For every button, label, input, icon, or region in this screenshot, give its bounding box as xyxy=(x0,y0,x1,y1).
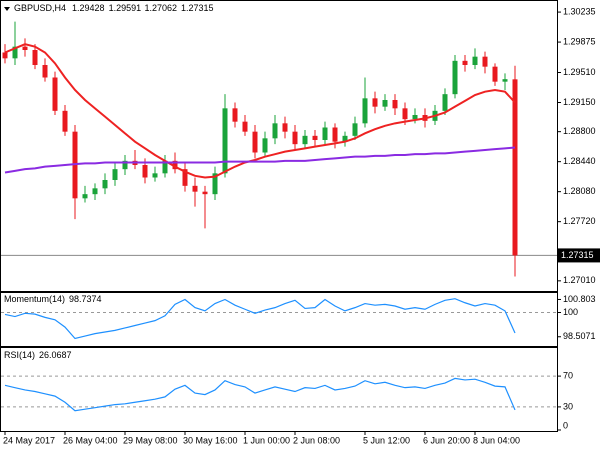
indicator-name: Momentum(14) xyxy=(4,294,65,304)
candle-body xyxy=(202,191,208,195)
last-price-label: 1.27315 xyxy=(561,250,594,260)
candle-body xyxy=(362,98,368,124)
y-tick-label: 1.28800 xyxy=(563,126,596,136)
candle-body xyxy=(322,127,328,140)
x-tick-label: 30 May 16:00 xyxy=(183,435,238,445)
indicator-value: 26.0687 xyxy=(39,350,72,360)
x-tick-label: 1 Jun 00:00 xyxy=(243,435,290,445)
candle-body xyxy=(192,185,198,192)
x-tick-label: 24 May 2017 xyxy=(3,435,55,445)
candle-body xyxy=(242,121,248,132)
candle-body xyxy=(52,77,58,111)
candle-body xyxy=(182,169,188,186)
candle-body xyxy=(162,160,168,174)
x-tick-label: 2 Jun 08:00 xyxy=(293,435,340,445)
y-tick-label: 70 xyxy=(563,370,573,380)
candle-body xyxy=(232,108,238,122)
x-tick-label: 6 Jun 20:00 xyxy=(423,435,470,445)
candle-body xyxy=(12,46,18,59)
candle-body xyxy=(92,188,98,195)
quote-open: 1.29428 xyxy=(72,3,105,13)
y-tick-label: 98.5071 xyxy=(563,331,596,341)
candle-body xyxy=(392,100,398,109)
candle-body xyxy=(252,131,258,153)
candle-body xyxy=(222,108,228,174)
candle-body xyxy=(512,79,518,256)
candle-body xyxy=(82,194,88,199)
candle-body xyxy=(482,56,488,67)
candle-body xyxy=(332,127,338,142)
quote-low: 1.27062 xyxy=(144,3,177,13)
candle-body xyxy=(502,79,508,82)
y-tick-label: 1.29150 xyxy=(563,97,596,107)
indicator-line xyxy=(4,298,516,340)
candle-body xyxy=(2,52,8,59)
y-tick-label: 1.27010 xyxy=(563,275,596,285)
candle-body xyxy=(102,180,108,189)
x-tick-label: 5 Jun 12:00 xyxy=(363,435,410,445)
candle-body xyxy=(262,138,268,153)
candle-body xyxy=(402,108,408,120)
quote-close: 1.27315 xyxy=(181,3,214,13)
candle-body xyxy=(492,66,498,82)
y-tick-label: 1.28440 xyxy=(563,156,596,166)
momentum-header: Momentum(14) 98.7374 xyxy=(4,294,102,304)
y-tick-label: 1.28080 xyxy=(563,186,596,196)
indicator-line xyxy=(4,377,516,412)
rsi-panel xyxy=(0,347,558,432)
y-tick-label: 1.29875 xyxy=(563,36,596,46)
candle-body xyxy=(342,135,348,142)
candle-body xyxy=(212,173,218,195)
y-tick-label: 100 xyxy=(563,307,578,317)
y-tick-label: 1.29510 xyxy=(563,67,596,77)
indicator-line xyxy=(4,146,516,174)
candle-body xyxy=(172,160,178,170)
indicator-name: RSI(14) xyxy=(4,350,35,360)
candle-body xyxy=(282,123,288,132)
candle-body xyxy=(412,115,418,120)
chart-header: GBPUSD,H4 1.29428 1.29591 1.27062 1.27315 xyxy=(14,3,214,13)
y-tick-label: 0 xyxy=(563,420,568,430)
x-tick-label: 29 May 08:00 xyxy=(123,435,178,445)
y-tick-label: 30 xyxy=(563,401,573,411)
rsi-header: RSI(14) 26.0687 xyxy=(4,350,72,360)
candle-body xyxy=(462,60,468,65)
candle-body xyxy=(472,56,478,65)
candle-body xyxy=(302,135,308,145)
y-tick-label: 1.27720 xyxy=(563,216,596,226)
candle-body xyxy=(122,160,128,170)
candle-body xyxy=(292,131,298,145)
symbol: GBPUSD,H4 xyxy=(14,3,66,13)
quote-high: 1.29591 xyxy=(109,3,142,13)
candle-body xyxy=(372,98,378,107)
candle-body xyxy=(452,60,458,95)
y-tick-label: 1.30235 xyxy=(563,6,596,16)
momentum-panel xyxy=(0,292,558,347)
candle-body xyxy=(152,173,158,178)
candle-body xyxy=(352,123,358,136)
candle-body xyxy=(272,123,278,139)
candle-body xyxy=(142,165,148,178)
indicator-value: 98.7374 xyxy=(69,294,102,304)
y-tick-label: 100.803 xyxy=(563,294,596,304)
candle-body xyxy=(62,110,68,132)
candle-body xyxy=(112,169,118,180)
indicator-line xyxy=(4,43,516,179)
candle-body xyxy=(42,65,48,78)
main-panel xyxy=(0,0,558,292)
x-tick-label: 8 Jun 04:00 xyxy=(473,435,520,445)
candle-body xyxy=(442,94,448,111)
candle-body xyxy=(312,135,318,140)
candle-body xyxy=(22,46,28,50)
menu-arrow[interactable] xyxy=(4,7,10,11)
candle-body xyxy=(32,50,38,65)
last-price-box xyxy=(557,248,600,263)
candle-body xyxy=(382,100,388,107)
x-tick-label: 26 May 04:00 xyxy=(63,435,118,445)
